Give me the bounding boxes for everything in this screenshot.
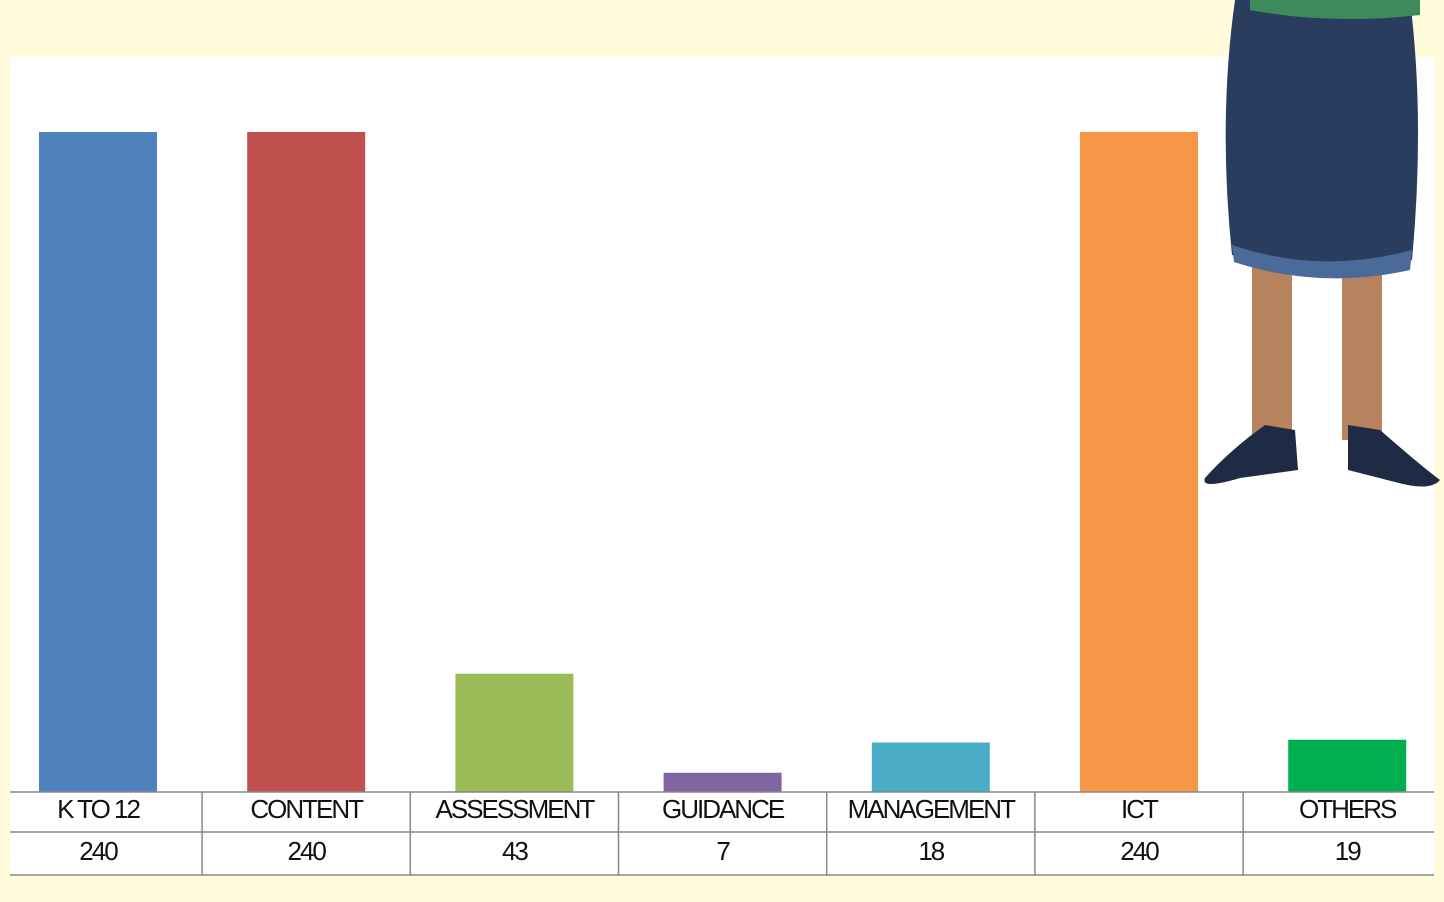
bar <box>455 673 574 792</box>
bar <box>39 132 157 792</box>
data-label: 240 <box>288 836 327 866</box>
bars <box>39 132 1407 792</box>
shoe <box>1204 425 1298 484</box>
illustration <box>1204 0 1440 487</box>
bar <box>1080 132 1198 792</box>
data-label: 7 <box>716 836 730 866</box>
skirt <box>1225 0 1419 272</box>
bar <box>1288 739 1407 792</box>
x-tick-label: OTHERS <box>1299 794 1397 824</box>
x-tick-label: ICT <box>1121 794 1159 824</box>
bar <box>663 772 782 792</box>
x-tick-label: GUIDANCE <box>662 794 785 824</box>
top <box>1250 0 1420 19</box>
data-label: 19 <box>1335 836 1361 866</box>
bar <box>247 132 366 792</box>
data-label: 43 <box>502 836 528 866</box>
x-tick-label: MANAGEMENT <box>848 794 1016 824</box>
data-table: K TO 12 240 CONTENT 240 ASSESSMENT 43 GUIDANCE… <box>10 791 1434 876</box>
leg <box>1342 250 1382 440</box>
x-tick-label: K TO 12 <box>57 794 140 824</box>
x-tick-label: ASSESSMENT <box>436 794 596 824</box>
data-label: 240 <box>1120 836 1159 866</box>
data-label: 18 <box>918 836 944 866</box>
shoe <box>1348 425 1440 487</box>
data-label: 240 <box>79 836 118 866</box>
bar <box>871 742 990 792</box>
x-tick-label: CONTENT <box>250 794 364 824</box>
skirt-hem <box>1232 245 1412 279</box>
leg <box>1252 250 1292 440</box>
